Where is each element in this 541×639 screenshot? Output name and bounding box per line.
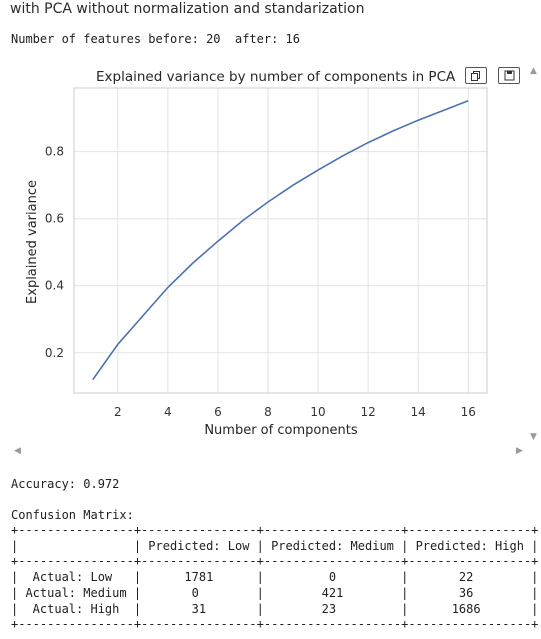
scroll-left-icon[interactable]: ◀ — [14, 446, 21, 456]
x-tick-label: 8 — [264, 405, 272, 419]
y-tick-labels: 0.2 0.4 0.6 0.8 — [45, 145, 64, 360]
horizontal-scrollbar[interactable]: ◀ ▶ — [0, 446, 541, 460]
copy-icon — [471, 70, 480, 81]
x-tick-label: 16 — [461, 405, 476, 419]
copy-button[interactable] — [465, 67, 487, 84]
chart-grid — [74, 88, 487, 393]
y-axis-label: Explained variance — [25, 180, 40, 304]
confusion-matrix-title: Confusion Matrix: — [11, 508, 134, 522]
y-tick-label: 0.8 — [45, 145, 64, 159]
x-tick-label: 10 — [310, 405, 325, 419]
x-tick-label: 4 — [164, 405, 172, 419]
x-tick-label: 12 — [360, 405, 375, 419]
y-tick-label: 0.4 — [45, 279, 64, 293]
accuracy-line: Accuracy: 0.972 — [11, 477, 120, 491]
x-tick-label: 2 — [114, 405, 122, 419]
y-tick-label: 0.6 — [45, 212, 64, 226]
save-icon — [504, 70, 514, 81]
scroll-right-icon[interactable]: ▶ — [516, 446, 523, 456]
scroll-up-icon[interactable]: ▲ — [530, 66, 537, 76]
output-heading: with PCA without normalization and stand… — [10, 1, 365, 17]
y-tick-label: 0.2 — [45, 346, 64, 360]
x-tick-label: 14 — [411, 405, 426, 419]
confusion-matrix-table: +----------------+----------------+-----… — [11, 523, 539, 632]
series-line — [92, 99, 469, 381]
chart-title: Explained variance by number of componen… — [96, 69, 456, 85]
save-button[interactable] — [498, 67, 520, 84]
explained-variance-chart: 2 4 6 8 10 12 14 16 0.2 0.4 0.6 0.8 Explained vari… — [25, 69, 488, 438]
x-axis-label: Number of components — [204, 423, 358, 438]
x-tick-label: 6 — [214, 405, 222, 419]
features-count-line: Number of features before: 20 after: 16 — [11, 32, 300, 46]
x-tick-labels: 2 4 6 8 10 12 14 16 — [114, 405, 476, 419]
scroll-down-icon[interactable]: ▼ — [530, 432, 537, 442]
plot-frame — [73, 87, 488, 394]
